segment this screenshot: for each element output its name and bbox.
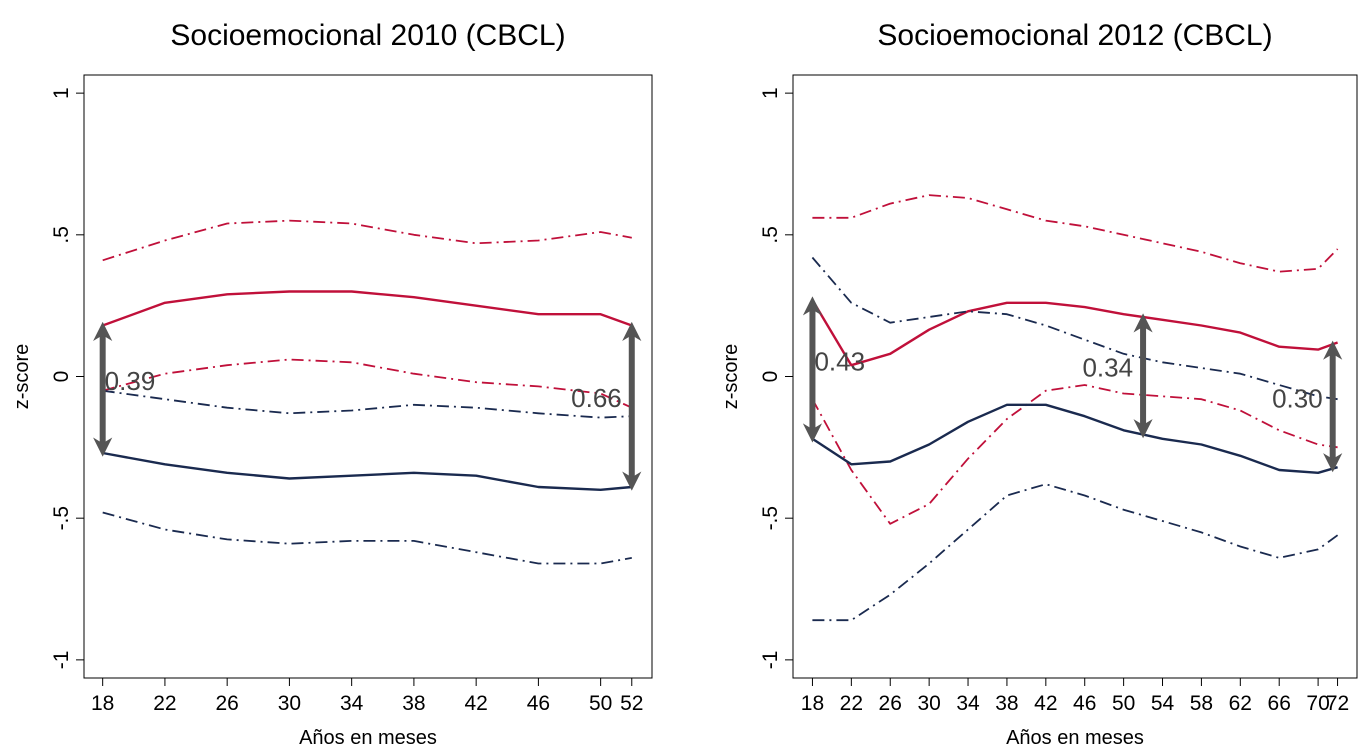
annotation: 0.43 [814, 346, 865, 376]
series-line [811, 403, 1338, 474]
plot-frame [792, 74, 1358, 679]
plot-frame [83, 74, 653, 679]
x-tick-label: 26 [879, 692, 902, 715]
y-tick-label: 1 [759, 87, 782, 99]
y-axis-title: z-score [720, 344, 742, 410]
x-tick-label: 70 [1306, 692, 1329, 715]
x-tick-label: 46 [527, 692, 550, 715]
x-tick-label: 50 [1112, 692, 1135, 715]
panel: Socioemocional 2010 (CBCL) -1 -.5 0 .5 1 18 22 2… [11, 19, 653, 749]
x-tick-label: 42 [1034, 692, 1057, 715]
x-tick-label: 30 [917, 692, 940, 715]
series-line [102, 219, 632, 262]
series-line [811, 256, 1338, 401]
x-tick-label: 38 [402, 692, 425, 715]
x-tick-label: 72 [1326, 692, 1349, 715]
x-tick-label: 50 [589, 692, 612, 715]
x-tick-label: 22 [153, 692, 176, 715]
x-tick-label: 46 [1073, 692, 1096, 715]
series-line [102, 511, 632, 565]
y-tick-label: .5 [759, 226, 782, 244]
x-axis-title: Años en meses [299, 727, 437, 749]
chart-title: Socioemocional 2012 (CBCL) [877, 19, 1272, 52]
x-tick-label: 62 [1229, 692, 1252, 715]
annotation: 0.30 [1272, 383, 1323, 413]
y-tick-label: 0 [50, 371, 73, 383]
annotation: 0.39 [105, 366, 156, 396]
x-tick-label: 18 [801, 692, 824, 715]
series-line [811, 299, 1339, 367]
series-line [102, 290, 633, 327]
y-tick-label: -1 [50, 651, 73, 670]
x-tick-label: 30 [278, 692, 301, 715]
series-line [812, 483, 1339, 622]
annotation: 0.34 [1082, 353, 1133, 383]
x-tick-label: 18 [91, 692, 114, 715]
y-tick-label: -.5 [50, 506, 73, 531]
x-tick-label: 52 [620, 692, 643, 715]
y-tick-label: .5 [50, 226, 73, 244]
x-tick-label: 38 [995, 692, 1018, 715]
x-axis-title: Años en meses [1006, 727, 1144, 749]
y-tick-label: -1 [759, 651, 782, 670]
x-tick-label: 54 [1151, 692, 1175, 715]
x-tick-label: 34 [956, 692, 980, 715]
chart-title: Socioemocional 2010 (CBCL) [170, 19, 565, 52]
x-tick-label: 42 [464, 692, 487, 715]
panel: Socioemocional 2012 (CBCL) -1 -.5 0 .5 1 18 22 2… [720, 19, 1358, 749]
y-axis-title: z-score [11, 344, 33, 410]
y-tick-label: -.5 [759, 506, 782, 531]
x-tick-label: 26 [215, 692, 238, 715]
x-tick-label: 66 [1268, 692, 1291, 715]
series-line [811, 384, 1338, 525]
x-tick-label: 22 [840, 692, 863, 715]
x-tick-label: 58 [1190, 692, 1213, 715]
series-line [812, 194, 1339, 273]
series-line [102, 389, 632, 419]
x-tick-label: 34 [340, 692, 364, 715]
y-tick-label: 1 [50, 87, 73, 99]
series-line [102, 358, 633, 409]
series-line [102, 451, 632, 491]
y-tick-label: 0 [759, 371, 782, 383]
annotation: 0.66 [571, 383, 622, 413]
